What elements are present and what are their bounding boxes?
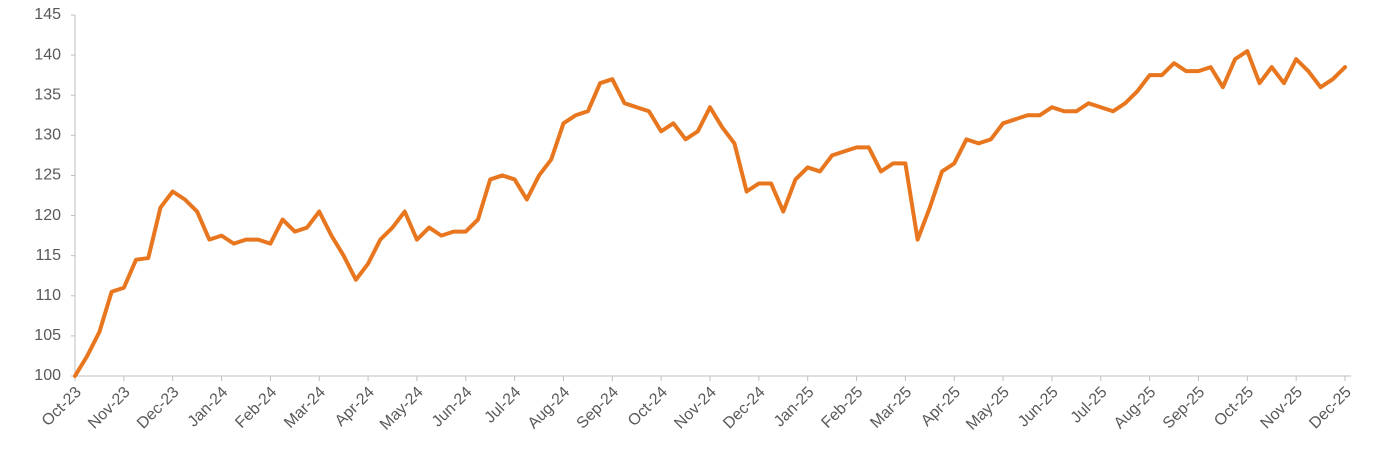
x-tick-label: Jul-24	[482, 384, 525, 427]
line-series	[73, 49, 1347, 378]
y-tick-label: 135	[34, 86, 61, 103]
x-tick-label: Nov-23	[85, 384, 134, 433]
x-tick-label: Dec-24	[720, 384, 769, 433]
x-tick-label: Feb-24	[232, 384, 280, 432]
y-tick-label: 115	[35, 247, 61, 264]
y-tick-label: 110	[35, 287, 61, 304]
x-tick-label: May-24	[377, 384, 427, 434]
x-tick-label: Sep-24	[574, 384, 623, 433]
x-tick-label: Sep-25	[1160, 384, 1209, 433]
x-tick-label: Jan-24	[185, 384, 232, 431]
y-tick-label: 105	[34, 327, 61, 344]
x-tick-label: Dec-23	[134, 384, 183, 433]
x-tick-label: Aug-25	[1111, 384, 1160, 433]
y-tick-label: 130	[34, 127, 61, 144]
y-tick-label: 120	[34, 207, 61, 224]
x-tick-label: Oct-25	[1211, 384, 1257, 430]
x-tick-label: Jun-24	[429, 384, 476, 431]
x-tick-label: Feb-25	[818, 384, 866, 432]
x-tick-label: Jan-25	[771, 384, 818, 431]
x-tick-label: Nov-25	[1257, 384, 1306, 433]
x-tick-label: Apr-24	[332, 384, 378, 430]
x-tick-label: Mar-25	[867, 384, 915, 432]
x-tick-label: Oct-23	[39, 384, 85, 430]
y-tick-label: 100	[34, 367, 61, 384]
y-tick-label: 140	[34, 46, 61, 63]
x-tick-label: May-25	[963, 384, 1013, 434]
x-tick-label: Oct-24	[625, 384, 671, 430]
y-tick-label: 125	[34, 167, 61, 184]
x-tick-label: Aug-24	[525, 384, 574, 433]
x-tick-label: Jul-25	[1068, 384, 1111, 427]
x-tick-label: Mar-24	[281, 384, 329, 432]
x-tick-label: Apr-25	[918, 384, 964, 430]
x-tick-label: Nov-24	[671, 384, 720, 433]
x-tick-label: Jun-25	[1015, 384, 1062, 431]
x-tick-label: Dec-25	[1306, 384, 1355, 433]
y-tick-label: 145	[34, 6, 61, 23]
